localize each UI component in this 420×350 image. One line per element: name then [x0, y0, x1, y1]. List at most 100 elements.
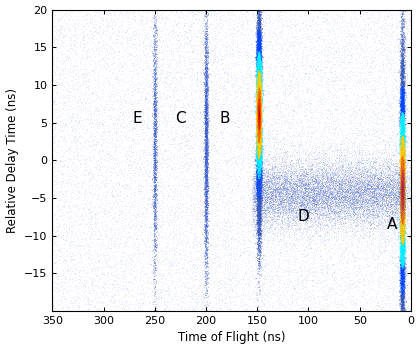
- Point: [320, 242, 326, 248]
- Point: [150, 201, 157, 206]
- Point: [372, 127, 378, 133]
- Point: [343, 234, 349, 240]
- Point: [151, 239, 158, 244]
- Point: [256, 146, 263, 151]
- Point: [255, 131, 261, 137]
- Point: [354, 196, 361, 201]
- Point: [322, 189, 328, 195]
- Point: [203, 125, 210, 131]
- Point: [400, 149, 407, 154]
- Point: [217, 36, 223, 41]
- Point: [353, 192, 360, 198]
- Point: [254, 56, 261, 62]
- Point: [202, 78, 209, 84]
- Point: [292, 163, 299, 169]
- Point: [400, 234, 407, 239]
- Point: [175, 123, 182, 128]
- Point: [257, 142, 264, 147]
- Point: [325, 303, 331, 309]
- Point: [397, 158, 404, 164]
- Point: [257, 134, 263, 140]
- Point: [274, 181, 281, 187]
- Point: [272, 197, 278, 202]
- Point: [255, 112, 262, 118]
- Point: [202, 167, 209, 172]
- Point: [204, 136, 210, 141]
- Point: [160, 108, 167, 114]
- Point: [202, 182, 209, 187]
- Point: [400, 134, 407, 140]
- Point: [339, 178, 346, 184]
- Point: [256, 58, 262, 64]
- Point: [311, 214, 318, 220]
- Point: [401, 173, 407, 178]
- Point: [331, 224, 338, 230]
- Point: [258, 263, 265, 269]
- Point: [401, 137, 407, 143]
- Point: [224, 215, 231, 220]
- Point: [341, 59, 348, 64]
- Point: [255, 140, 262, 146]
- Point: [332, 119, 339, 124]
- Point: [385, 167, 392, 173]
- Point: [255, 191, 262, 197]
- Point: [338, 199, 345, 204]
- Point: [298, 176, 305, 182]
- Point: [152, 114, 159, 119]
- Point: [256, 102, 263, 107]
- Point: [407, 229, 414, 235]
- Point: [240, 274, 247, 279]
- Point: [255, 52, 262, 58]
- Point: [60, 94, 66, 100]
- Point: [286, 107, 293, 112]
- Point: [352, 196, 359, 202]
- Point: [151, 160, 158, 166]
- Point: [256, 92, 262, 98]
- Point: [399, 113, 405, 119]
- Point: [305, 190, 312, 196]
- Point: [100, 139, 107, 145]
- Point: [399, 84, 406, 90]
- Point: [212, 167, 218, 173]
- Point: [353, 186, 360, 192]
- Point: [313, 30, 320, 36]
- Point: [129, 226, 135, 232]
- Point: [368, 191, 375, 196]
- Point: [312, 207, 318, 213]
- Point: [103, 147, 110, 153]
- Point: [363, 159, 370, 164]
- Point: [399, 84, 405, 89]
- Point: [296, 224, 302, 230]
- Point: [256, 17, 262, 23]
- Point: [164, 57, 171, 63]
- Point: [65, 228, 72, 234]
- Point: [257, 144, 264, 149]
- Point: [363, 212, 370, 218]
- Point: [396, 233, 403, 239]
- Point: [150, 38, 157, 43]
- Point: [65, 133, 71, 138]
- Point: [254, 74, 261, 79]
- Point: [256, 146, 262, 152]
- Point: [333, 187, 339, 192]
- Point: [374, 204, 381, 210]
- Point: [267, 192, 274, 198]
- Point: [203, 79, 210, 84]
- Point: [192, 233, 199, 239]
- Point: [201, 23, 208, 29]
- Point: [256, 162, 262, 167]
- Point: [289, 231, 296, 236]
- Point: [273, 145, 279, 150]
- Point: [319, 187, 326, 193]
- Point: [204, 191, 211, 196]
- Point: [349, 130, 355, 136]
- Point: [136, 82, 143, 87]
- Point: [329, 198, 336, 204]
- Point: [218, 187, 225, 193]
- Point: [382, 194, 389, 200]
- Point: [344, 154, 351, 159]
- Point: [317, 73, 324, 79]
- Point: [135, 198, 142, 204]
- Point: [330, 191, 337, 196]
- Point: [262, 194, 269, 200]
